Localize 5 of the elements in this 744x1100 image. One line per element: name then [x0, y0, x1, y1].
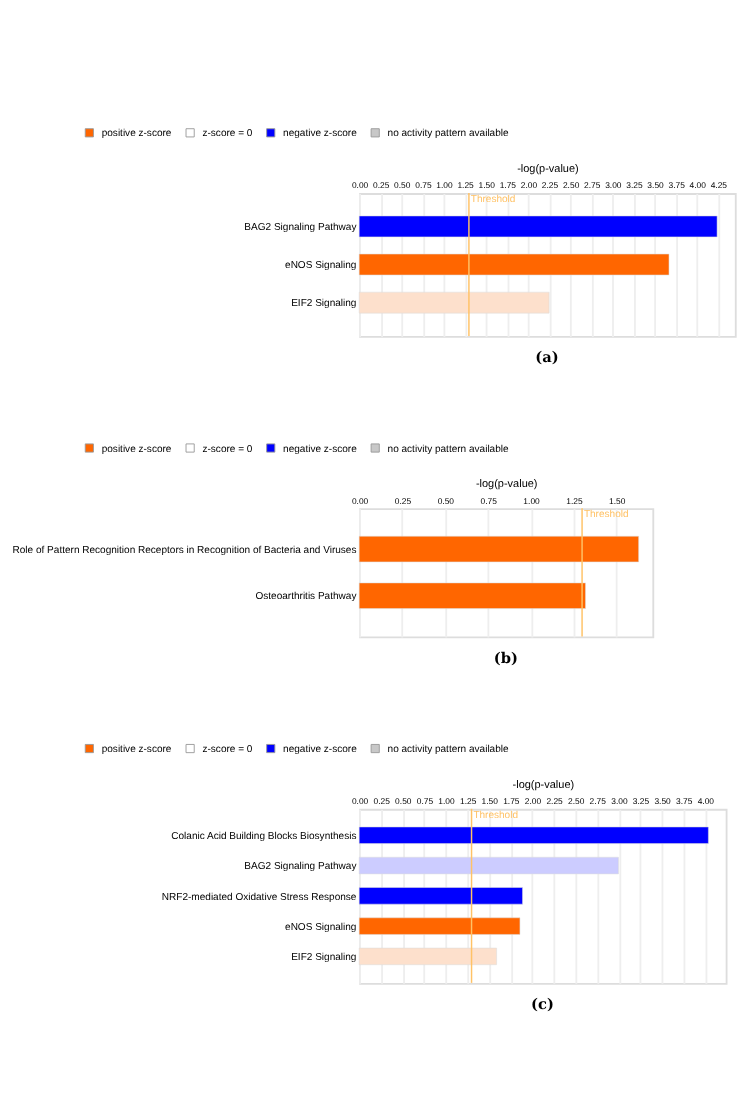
bar — [358, 917, 521, 935]
bar — [358, 947, 497, 965]
bar — [358, 826, 709, 844]
bar — [358, 856, 619, 875]
bar — [358, 887, 523, 905]
